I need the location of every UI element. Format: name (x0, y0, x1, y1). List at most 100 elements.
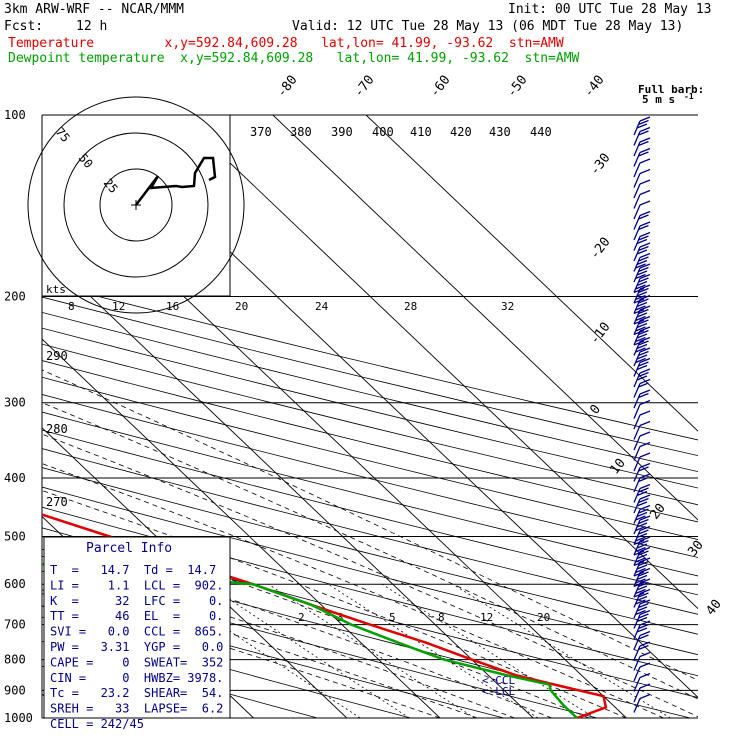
mixing-ratio-label: 8 (68, 300, 75, 313)
isotherm-line (272, 115, 698, 521)
wind-barb (633, 357, 651, 377)
wind-barb (633, 525, 651, 546)
mixing-ratio-label: 2 (298, 611, 305, 624)
dry-adiabat-line (42, 281, 698, 441)
wind-barb (633, 147, 651, 167)
wind-barb (633, 273, 651, 294)
theta-label: 370 (250, 125, 272, 139)
theta-label: 270 (46, 495, 68, 509)
wind-barb (633, 431, 651, 451)
isotherm-label: -70 (351, 73, 377, 101)
theta-label: 390 (331, 125, 353, 139)
parcel-info-row: CELL = 242/45 (50, 717, 144, 731)
theta-label: 410 (410, 125, 432, 139)
pressure-label: 800 (4, 653, 26, 667)
wind-barb (633, 158, 651, 178)
isotherm-label: 40 (703, 597, 724, 619)
dewpoint-trace (42, 562, 578, 718)
isotherm-label: -80 (274, 73, 300, 101)
wind-barb (633, 683, 651, 703)
wind-barb (633, 368, 651, 388)
mixing-ratio-label: 20 (235, 300, 248, 313)
pressure-label: 200 (4, 290, 26, 304)
dry-adiabat-line (42, 327, 698, 489)
wind-barb (633, 137, 651, 157)
theta-label: 280 (46, 422, 68, 436)
wind-barb (633, 662, 651, 682)
parcel-info-row: Tc = 23.2 SHEAR= 54. (50, 686, 223, 700)
dry-adiabat-line (42, 429, 698, 596)
model-title: 3km ARW-WRF -- NCAR/MMM (4, 2, 185, 17)
forecast-value: 12 h (76, 19, 108, 34)
barb-legend-units-exponent: -1 (684, 92, 694, 101)
temperature-legend: Temperature x,y=592.84,609.28 lat,lon= 4… (8, 36, 564, 51)
isotherm-line (42, 427, 348, 718)
wind-barb (633, 284, 651, 304)
wind-barb (633, 546, 651, 567)
isotherm-label: 20 (647, 501, 668, 523)
theta-label: 420 (450, 125, 472, 139)
wind-barb (633, 389, 651, 409)
wind-barb (633, 410, 651, 430)
wind-barb (633, 399, 651, 419)
wind-barb (633, 693, 651, 713)
wind-barb (633, 252, 651, 272)
wind-barb (633, 504, 651, 524)
isotherm-line (179, 115, 698, 610)
pressure-label: 500 (4, 529, 26, 543)
wind-barb (633, 473, 651, 493)
theta-label: 290 (46, 349, 68, 363)
isotherm-label: -20 (587, 235, 613, 263)
pressure-label: 900 (4, 683, 26, 697)
dry-adiabat-line (42, 448, 698, 615)
wind-barb (633, 441, 651, 461)
parcel-info-row: TT = 46 EL = 0. (50, 609, 223, 623)
wind-barb (633, 305, 651, 325)
pressure-label: 300 (4, 396, 26, 410)
wind-barb (633, 462, 651, 482)
parcel-info-title: Parcel Info (86, 541, 172, 556)
parcel-info-row: PW = 3.31 YGP = 0.0 (50, 640, 223, 654)
wind-barb (633, 588, 651, 608)
isotherm-label: -60 (427, 73, 453, 101)
theta-label: 440 (530, 125, 552, 139)
mixing-ratio-label: 20 (537, 611, 550, 624)
wind-barb (633, 378, 651, 398)
parcel-info-row: SREH = 33 LAPSE= 6.2 (50, 702, 223, 716)
isotherm-label: -40 (581, 73, 607, 101)
valid-time: Valid: 12 UTC Tue 28 May 13 (06 MDT Tue … (292, 19, 684, 34)
wind-barb (633, 179, 651, 199)
parcel-info-box: Parcel Info T = 14.7 Td = 14.7LI = 1.1 LC… (43, 536, 231, 731)
wind-barb (633, 630, 651, 650)
wind-barb (633, 641, 651, 661)
wind-barb (633, 221, 651, 241)
dry-adiabat-line (42, 486, 698, 656)
isotherm-line (42, 249, 534, 718)
dewpoint-legend: Dewpoint temperature x,y=592.84,609.28 l… (8, 51, 580, 66)
theta-label: 380 (290, 125, 312, 139)
hodograph-ring (63, 132, 209, 278)
wind-barb (633, 210, 651, 230)
wind-barb (633, 651, 651, 671)
wind-barb (633, 126, 651, 146)
isotherm-label: 10 (607, 456, 628, 478)
wind-barb (633, 609, 651, 629)
mixing-ratio-label: 5 (389, 611, 396, 624)
pressure-label: 100 (4, 108, 26, 122)
ccl-label: <-CCL (482, 674, 515, 687)
forecast-label: Fcst: (4, 19, 44, 34)
pressure-label: 600 (4, 577, 26, 591)
barb-legend-units: 5 m s (642, 93, 675, 106)
wind-barb (633, 116, 651, 136)
wind-barb (633, 242, 651, 262)
dry-adiabat-line (42, 616, 411, 718)
moist-adiabat-line (42, 463, 664, 718)
mixing-ratio-label: 28 (404, 300, 417, 313)
wind-barbs: Full barb:5 m s -1 (633, 83, 704, 713)
hodograph-ring (99, 168, 173, 242)
pressure-label: 700 (4, 618, 26, 632)
pressure-label: 400 (4, 471, 26, 485)
mixing-ratio-label: 32 (501, 300, 514, 313)
